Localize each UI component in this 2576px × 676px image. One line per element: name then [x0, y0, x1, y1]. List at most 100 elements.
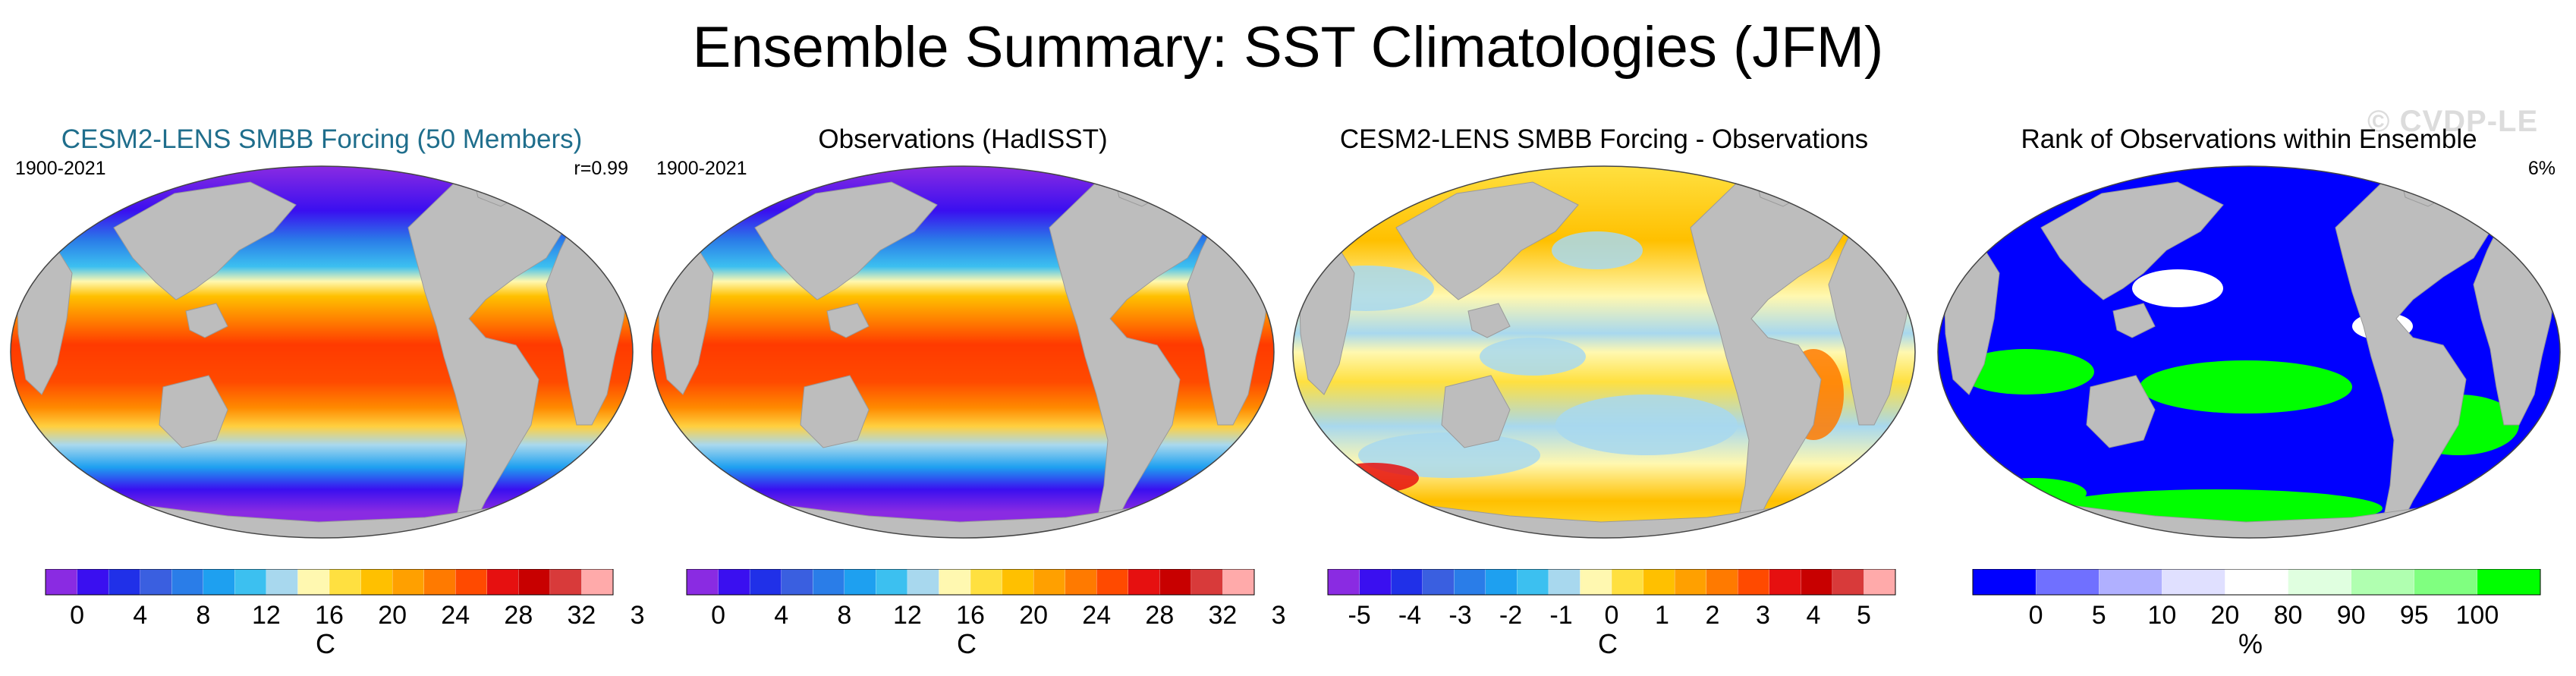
period-label: 1900-2021	[656, 158, 747, 179]
colorbar-swatch	[2225, 569, 2289, 596]
colorbar-tick-label: 80	[2274, 601, 2303, 630]
colorbar: 0 4 8 12 16 20 24 28 32 36	[45, 569, 643, 630]
colorbar-tick-label: 5	[2092, 601, 2106, 630]
colorbar-tick-label: 24	[441, 601, 470, 630]
colorbar-tick-label: 36	[631, 601, 643, 630]
colorbar-tick-label: 2	[1706, 601, 1720, 630]
colorbar-tick-label: 0	[70, 601, 84, 630]
land-mass	[2086, 375, 2156, 448]
colorbar-swatch	[266, 569, 299, 596]
colorbar-swatch	[781, 569, 813, 596]
colorbar-swatch	[45, 569, 78, 596]
colorbar-tick-label: 1	[1655, 601, 1669, 630]
colorbar-tick-label: 10	[2147, 601, 2176, 630]
colorbar-tick-label: 4	[1806, 601, 1820, 630]
colorbar-tick-label: 90	[2337, 601, 2366, 630]
colorbar-swatch	[1548, 569, 1581, 596]
colorbar-tick-label: 20	[378, 601, 407, 630]
colorbar-swatch	[549, 569, 583, 596]
ocean-field	[652, 166, 1274, 538]
colorbar-swatch	[486, 569, 519, 596]
colorbar-swatch	[970, 569, 1003, 596]
panel-title: Observations (HadISST)	[818, 124, 1108, 154]
map-plot	[1292, 165, 1916, 539]
colorbar-swatch	[1159, 569, 1192, 596]
period-label: 1900-2021	[15, 158, 106, 179]
colorbar-tick-label: 0	[711, 601, 725, 630]
colorbar-swatch	[1832, 569, 1865, 596]
colorbar-swatch	[2477, 569, 2541, 596]
map-panel-3: CESM2-LENS SMBB Forcing - Observations -5…	[1282, 0, 1926, 676]
ocean-field	[1293, 166, 1915, 538]
colorbar-swatch	[1002, 569, 1034, 596]
colorbar-swatch	[2414, 569, 2478, 596]
panel-title: Rank of Observations within Ensemble	[2021, 124, 2477, 154]
colorbar-tick-label: -2	[1499, 601, 1522, 630]
land-mass	[159, 375, 228, 448]
colorbar-swatch	[455, 569, 488, 596]
colorbar-swatch	[813, 569, 845, 596]
ocean-field	[11, 166, 633, 538]
colorbar-swatch	[581, 569, 614, 596]
colorbar-unit: C	[1598, 628, 1618, 659]
colorbar-tick-label: 12	[893, 601, 922, 630]
panel-title: CESM2-LENS SMBB Forcing (50 Members)	[61, 124, 583, 154]
colorbar-swatch	[2099, 569, 2162, 596]
colorbar-tick-label: 100	[2456, 601, 2499, 630]
colorbar-tick-label: 8	[196, 601, 210, 630]
land-mass	[826, 303, 870, 338]
colorbar-swatch	[392, 569, 425, 596]
colorbar-swatch	[77, 569, 109, 596]
colorbar-swatch	[907, 569, 940, 596]
stat-label: 6%	[2527, 158, 2556, 179]
colorbar-swatch	[1485, 569, 1518, 596]
colorbar-tick-label: 20	[1019, 601, 1048, 630]
colorbar-swatch	[718, 569, 750, 596]
colorbar-tick-label: 95	[2400, 601, 2429, 630]
colorbar-swatch	[1864, 569, 1896, 596]
colorbar-swatch	[1222, 569, 1255, 596]
colorbar-tick-label: 28	[1145, 601, 1174, 630]
land-mass	[185, 303, 228, 338]
colorbar-swatch	[297, 569, 330, 596]
colorbar-tick-label: 3	[1756, 601, 1770, 630]
colorbar-unit: %	[2238, 628, 2263, 659]
colorbar: 0 5 10 20 80 90 95 100	[1972, 569, 2541, 630]
colorbar-tick-label: -3	[1448, 601, 1471, 630]
colorbar-tick-label: 4	[774, 601, 788, 630]
land-mass	[1395, 181, 1579, 300]
colorbar-tick-label: 28	[504, 601, 533, 630]
colorbar-swatch	[2351, 569, 2415, 596]
colorbar-swatch	[1706, 569, 1738, 596]
colorbar-tick-label: 32	[1209, 601, 1238, 630]
colorbar-swatch	[876, 569, 908, 596]
colorbar-swatch	[1738, 569, 1770, 596]
colorbar-swatch	[1190, 569, 1224, 596]
colorbar-swatch	[1611, 569, 1644, 596]
colorbar-swatch	[1517, 569, 1549, 596]
colorbar-tick-label: 24	[1082, 601, 1111, 630]
land-mass	[754, 181, 938, 300]
colorbar-swatch	[2035, 569, 2099, 596]
colorbar-swatch	[1769, 569, 1801, 596]
colorbar-swatch	[360, 569, 393, 596]
map-plot	[651, 165, 1275, 539]
colorbar: 0 4 8 12 16 20 24 28 32 36	[686, 569, 1285, 630]
map-panel-1: CESM2-LENS SMBB Forcing (50 Members) 1900…	[0, 0, 643, 676]
map-plot	[1937, 165, 2561, 539]
colorbar-swatch	[1422, 569, 1455, 596]
map-panel-4: Rank of Observations within Ensemble 6% 0 5…	[1927, 0, 2571, 676]
colorbar-swatch	[2162, 569, 2226, 596]
colorbar-swatch	[1359, 569, 1392, 596]
colorbar-tick-label: 8	[837, 601, 851, 630]
figure-title: Ensemble Summary: SST Climatologies (JFM…	[692, 15, 1884, 80]
colorbar-swatch	[1033, 569, 1066, 596]
colorbar-tick-label: 12	[252, 601, 281, 630]
colorbar-swatch	[1674, 569, 1707, 596]
stat-label: r=0.99	[574, 158, 628, 179]
colorbar-swatch	[1972, 569, 2037, 596]
colorbar-unit: C	[957, 628, 977, 659]
colorbar-tick-label: -4	[1398, 601, 1421, 630]
colorbar-swatch	[140, 569, 172, 596]
colorbar-swatch	[844, 569, 876, 596]
